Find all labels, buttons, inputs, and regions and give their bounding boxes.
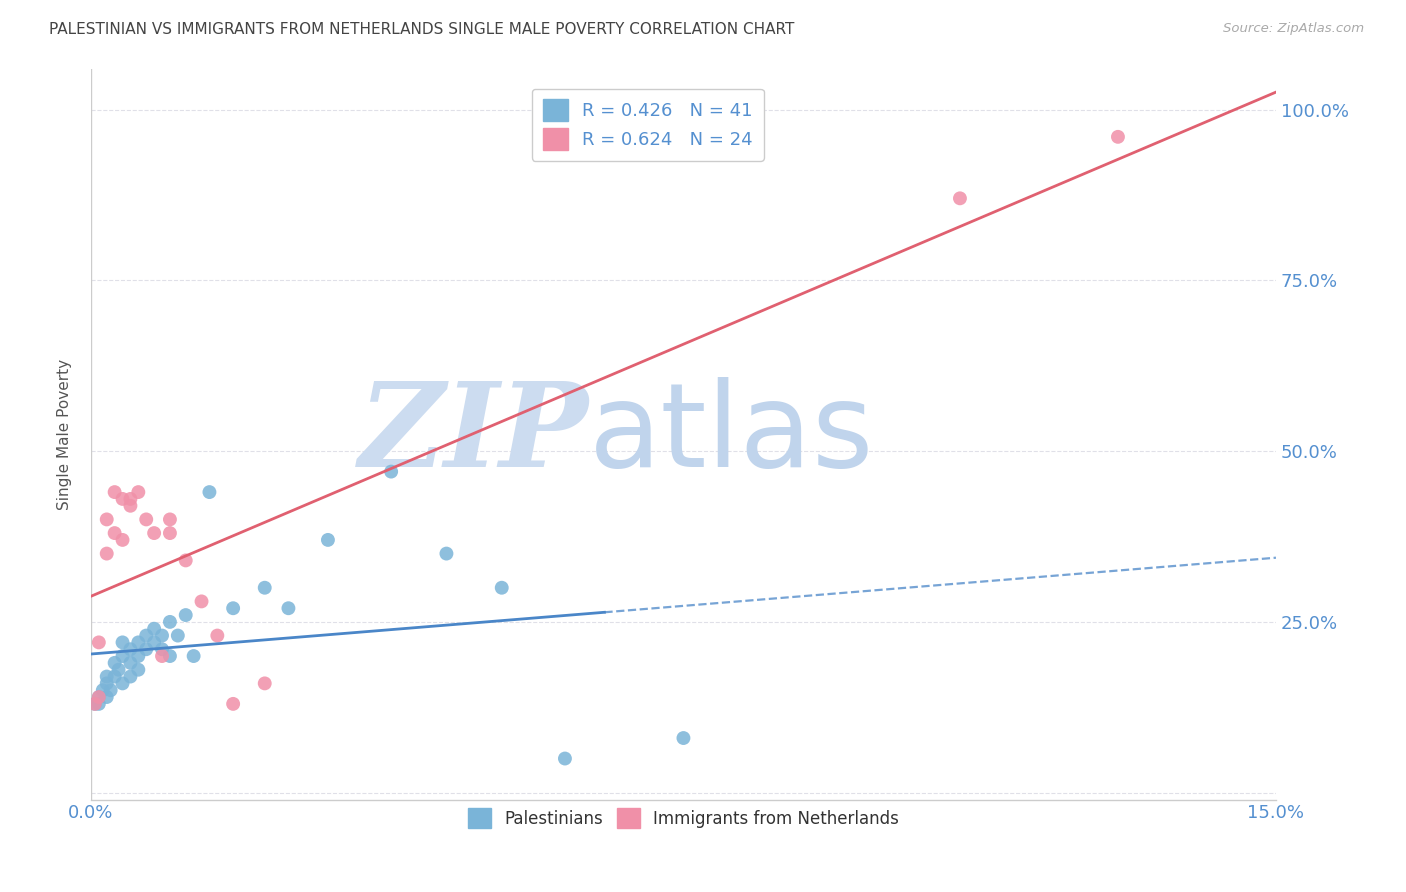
Point [120,669,142,683]
Point [436,547,458,561]
Text: ZIP: ZIP [359,376,589,491]
Point [159,526,181,541]
Point [554,751,576,765]
Point [135,629,157,643]
Point [96,676,118,690]
Point [104,526,127,541]
Point [190,594,212,608]
Point [96,547,118,561]
Point [96,669,118,683]
Point [127,635,149,649]
Point [87,690,110,704]
Point [83,697,105,711]
Point [104,656,127,670]
Point [166,629,188,643]
Point [96,512,118,526]
Point [111,635,134,649]
Point [100,683,122,698]
Point [380,465,402,479]
Point [143,622,166,636]
Point [159,648,181,663]
Point [174,553,197,567]
Point [83,697,105,711]
Point [111,676,134,690]
Text: atlas: atlas [589,376,875,491]
Point [120,656,142,670]
Point [104,485,127,500]
Point [91,683,114,698]
Point [672,731,695,745]
Point [159,512,181,526]
Point [207,629,229,643]
Point [222,697,245,711]
Point [127,648,149,663]
Point [150,648,173,663]
Point [96,690,118,704]
Point [127,485,149,500]
Point [491,581,513,595]
Point [222,601,245,615]
Point [135,512,157,526]
Point [87,697,110,711]
Legend: Palestinians, Immigrants from Netherlands: Palestinians, Immigrants from Netherland… [461,801,905,835]
Point [949,191,972,205]
Point [143,526,166,541]
Point [198,485,221,500]
Point [87,690,110,704]
Point [1107,129,1129,144]
Point [143,635,166,649]
Point [111,648,134,663]
Point [316,533,339,547]
Point [104,669,127,683]
Point [174,608,197,623]
Point [277,601,299,615]
Point [253,676,276,690]
Text: Source: ZipAtlas.com: Source: ZipAtlas.com [1223,22,1364,36]
Point [87,635,110,649]
Point [183,648,205,663]
Point [159,615,181,629]
Point [111,491,134,506]
Point [120,499,142,513]
Point [120,642,142,657]
Point [127,663,149,677]
Point [107,663,129,677]
Point [150,642,173,657]
Point [111,533,134,547]
Point [120,491,142,506]
Point [253,581,276,595]
Point [135,642,157,657]
Y-axis label: Single Male Poverty: Single Male Poverty [58,359,72,509]
Text: PALESTINIAN VS IMMIGRANTS FROM NETHERLANDS SINGLE MALE POVERTY CORRELATION CHART: PALESTINIAN VS IMMIGRANTS FROM NETHERLAN… [49,22,794,37]
Point [150,629,173,643]
